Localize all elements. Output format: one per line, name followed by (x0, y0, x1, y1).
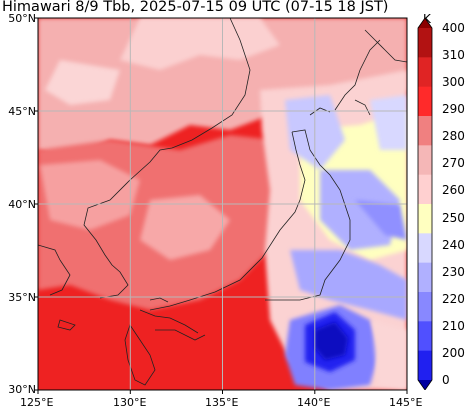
lon-label: 145°E (389, 396, 423, 409)
lon-label: 135°E (205, 396, 239, 409)
map-title: Himawari 8/9 Tbb, 2025-07-15 09 UTC (07-… (2, 0, 389, 15)
colorbar-tick-label: 270 (442, 156, 465, 171)
colorbar-tick-label: 310 (442, 48, 465, 63)
lat-label: 50°N (8, 12, 36, 25)
lat-label: 40°N (8, 198, 36, 211)
colorbar-segment (418, 174, 432, 205)
colorbar-segment (418, 321, 432, 352)
colorbar-tick-label: 0 (442, 373, 450, 387)
colorbar-tick-label: 210 (442, 318, 465, 333)
colorbar-segment (418, 116, 432, 146)
colorbar-tick-label: 230 (442, 264, 465, 279)
lon-label: 125°E (20, 396, 54, 409)
lat-label: 45°N (8, 105, 36, 118)
colorbar-segment (418, 57, 432, 88)
gridlines (38, 18, 407, 390)
colorbar-segment (418, 204, 432, 234)
colorbar-tick-label: 280 (442, 129, 465, 144)
lon-label: 140°E (297, 396, 331, 409)
lon-label: 130°E (113, 396, 147, 409)
colorbar-segment (418, 86, 432, 117)
colorbar-extend-min (418, 380, 432, 390)
colorbar-extend-max (418, 18, 432, 28)
colorbar-segment (418, 233, 432, 264)
colorbar-segment (418, 262, 432, 293)
colorbar-tick-label: 220 (442, 291, 465, 306)
colorbar-tick-label: 290 (442, 102, 465, 117)
colorbar-segment (418, 145, 432, 176)
colorbar-segment (418, 350, 432, 381)
colorbar-unit: K (423, 12, 431, 26)
colorbar-tick-label: 300 (442, 75, 465, 90)
colorbar (417, 18, 433, 390)
colorbar-tick-label: 200 (442, 345, 465, 360)
colorbar-tick-label: 240 (442, 237, 465, 252)
colorbar-segment (418, 28, 432, 58)
colorbar-segment (418, 292, 432, 322)
colorbar-tick-label: 400 (442, 21, 465, 35)
coastlines (38, 18, 407, 386)
lat-label: 30°N (8, 383, 36, 396)
colorbar-tick-label: 260 (442, 183, 465, 198)
lat-label: 35°N (8, 291, 36, 304)
colorbar-tick-label: 250 (442, 210, 465, 225)
